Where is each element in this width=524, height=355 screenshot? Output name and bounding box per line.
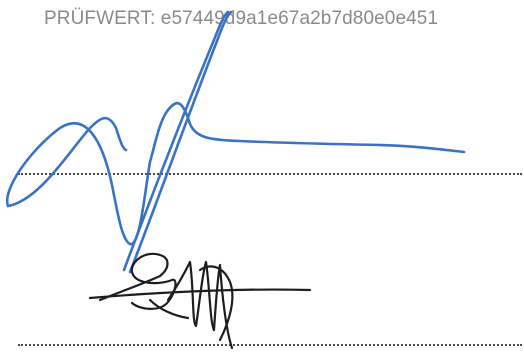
blue-signature-stroke [128,10,233,274]
black-signature-stroke [98,252,177,310]
black-signature-stroke [198,265,234,342]
signature-line-1 [18,173,522,175]
black-signature [88,252,312,350]
blue-signature [5,10,466,274]
black-signature-stroke [212,263,234,350]
black-signature-stroke [166,260,216,332]
blue-signature-stroke [122,10,230,272]
blue-signature-stroke [6,116,128,208]
signature-line-2 [18,344,522,346]
blue-signature-stroke [5,101,466,246]
black-signature-stroke [148,298,190,320]
checksum-label: PRÜFWERT: [44,8,156,29]
